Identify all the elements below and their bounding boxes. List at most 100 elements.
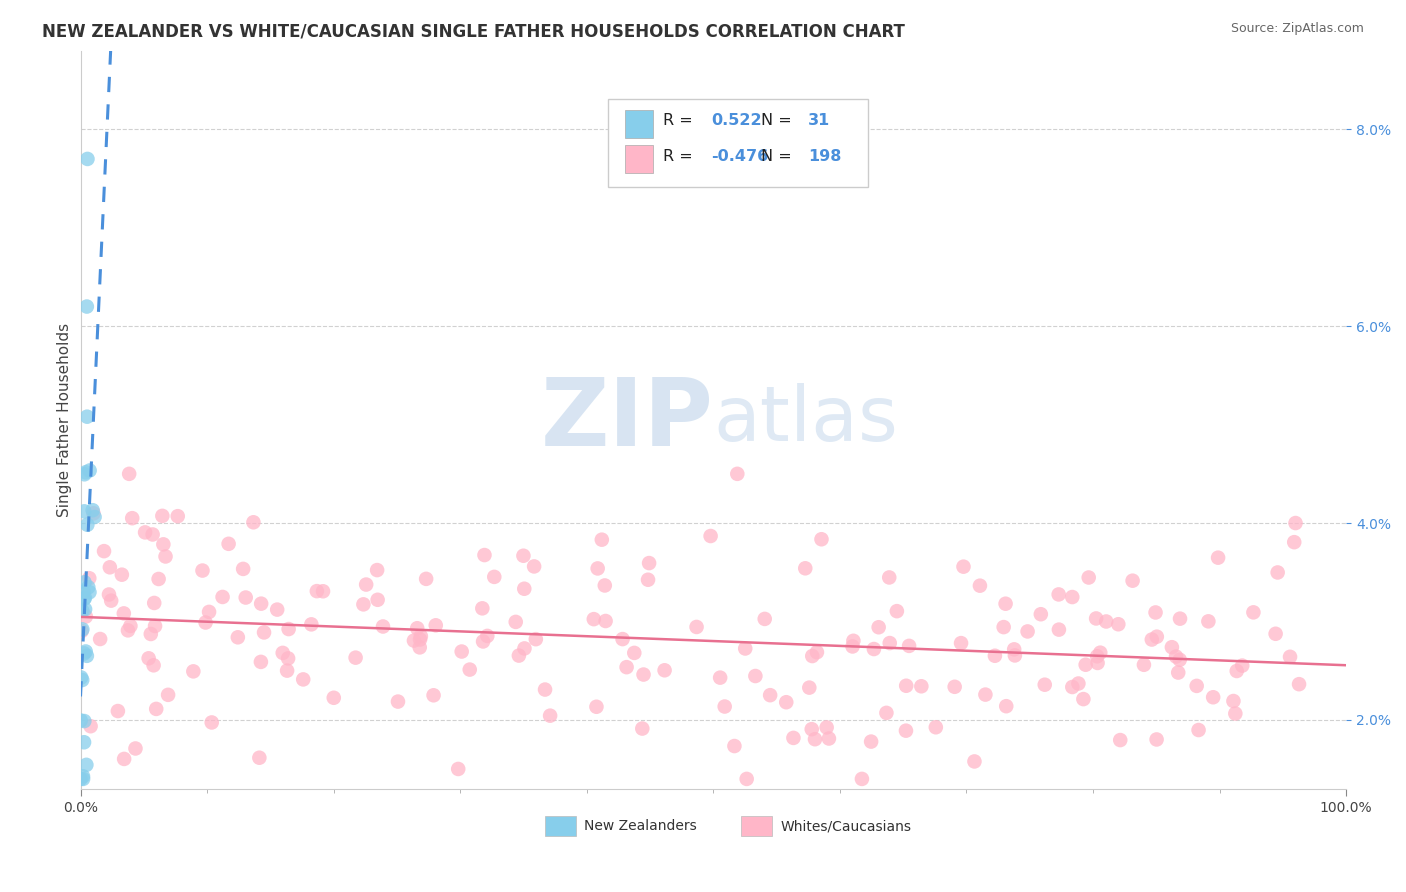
Point bbox=[505, 615, 527, 629]
Point bbox=[76, 517, 98, 532]
Point bbox=[79, 463, 101, 477]
Point bbox=[415, 572, 437, 586]
Point bbox=[868, 620, 890, 634]
Point bbox=[77, 580, 100, 594]
Text: -0.476: -0.476 bbox=[711, 150, 768, 164]
Point bbox=[974, 688, 997, 702]
Point bbox=[112, 752, 135, 766]
Point bbox=[1288, 677, 1310, 691]
Point bbox=[471, 601, 494, 615]
Y-axis label: Single Father Households: Single Father Households bbox=[58, 323, 72, 516]
Point bbox=[1077, 570, 1099, 584]
Point bbox=[73, 647, 96, 661]
Point bbox=[120, 619, 142, 633]
Point bbox=[155, 549, 177, 564]
Point bbox=[842, 633, 865, 648]
Point bbox=[409, 632, 432, 647]
Point bbox=[242, 516, 264, 530]
Point bbox=[406, 621, 429, 635]
Point bbox=[1226, 664, 1249, 678]
Point bbox=[806, 645, 828, 659]
Point bbox=[75, 602, 97, 616]
Text: Whites/Caucasians: Whites/Caucasians bbox=[780, 819, 912, 833]
Point bbox=[312, 584, 335, 599]
Point bbox=[198, 605, 221, 619]
Point bbox=[699, 529, 721, 543]
Point bbox=[218, 537, 240, 551]
Point bbox=[484, 570, 506, 584]
Point bbox=[582, 612, 605, 626]
Point bbox=[98, 560, 121, 574]
Point bbox=[952, 559, 974, 574]
Point bbox=[586, 561, 609, 575]
Point bbox=[1004, 648, 1026, 663]
Point bbox=[1267, 566, 1289, 580]
Point bbox=[713, 699, 735, 714]
Point bbox=[759, 688, 782, 702]
Point bbox=[775, 695, 797, 709]
Text: N =: N = bbox=[762, 113, 797, 128]
Point bbox=[107, 704, 129, 718]
Point bbox=[450, 644, 472, 658]
Point bbox=[73, 467, 96, 482]
Point bbox=[305, 584, 328, 599]
Point bbox=[910, 679, 932, 693]
Point bbox=[1284, 535, 1306, 549]
Point bbox=[143, 596, 166, 610]
Point bbox=[1033, 678, 1056, 692]
Point bbox=[354, 577, 377, 591]
Point bbox=[76, 409, 98, 424]
Point bbox=[654, 663, 676, 677]
Point bbox=[1029, 607, 1052, 622]
Text: 198: 198 bbox=[808, 150, 842, 164]
Point bbox=[76, 648, 98, 663]
Point bbox=[524, 632, 547, 647]
Point bbox=[875, 706, 897, 720]
Point bbox=[950, 636, 973, 650]
Point bbox=[925, 720, 948, 734]
Point bbox=[409, 629, 432, 643]
Point bbox=[292, 673, 315, 687]
Point bbox=[89, 632, 111, 646]
Point bbox=[73, 504, 96, 518]
Point bbox=[994, 597, 1017, 611]
Text: Source: ZipAtlas.com: Source: ZipAtlas.com bbox=[1230, 22, 1364, 36]
Point bbox=[841, 640, 863, 654]
Text: New Zealanders: New Zealanders bbox=[583, 819, 697, 833]
Point bbox=[585, 699, 607, 714]
Point bbox=[70, 673, 93, 687]
Point bbox=[111, 567, 134, 582]
Point bbox=[725, 467, 748, 481]
Point bbox=[145, 702, 167, 716]
Point bbox=[387, 695, 409, 709]
Point bbox=[75, 609, 97, 624]
Point bbox=[591, 533, 613, 547]
Point bbox=[1164, 649, 1187, 664]
Point bbox=[1206, 550, 1229, 565]
Point bbox=[72, 769, 94, 783]
Point bbox=[277, 651, 299, 665]
Point bbox=[799, 681, 821, 695]
Point bbox=[1202, 690, 1225, 705]
Point bbox=[458, 663, 481, 677]
Point bbox=[150, 508, 173, 523]
Point bbox=[1197, 615, 1219, 629]
Point bbox=[1232, 658, 1254, 673]
Point bbox=[73, 575, 96, 590]
Point bbox=[616, 660, 638, 674]
Point bbox=[1074, 657, 1097, 672]
Point bbox=[1062, 590, 1084, 604]
Point bbox=[818, 731, 841, 746]
Point bbox=[134, 525, 156, 540]
Point bbox=[685, 620, 707, 634]
Point bbox=[112, 607, 135, 621]
Point bbox=[70, 671, 93, 685]
Point bbox=[124, 741, 146, 756]
Point bbox=[1241, 605, 1264, 619]
Point bbox=[804, 732, 827, 747]
Point bbox=[782, 731, 804, 745]
Point bbox=[75, 757, 97, 772]
Point bbox=[157, 688, 180, 702]
Point bbox=[523, 559, 546, 574]
Point bbox=[352, 598, 374, 612]
